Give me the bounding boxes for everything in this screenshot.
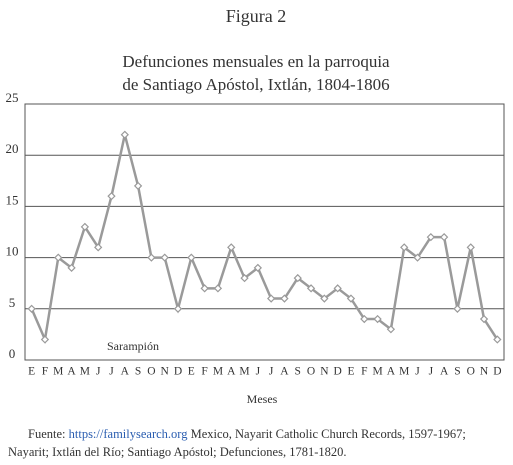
data-point	[40, 335, 50, 344]
x-tick-label: J	[256, 366, 261, 378]
x-tick-label: F	[361, 366, 367, 378]
data-point	[94, 243, 103, 252]
source-link[interactable]: https://familysearch.org	[68, 427, 188, 441]
data-point	[426, 232, 435, 242]
x-tick-label: M	[80, 366, 90, 378]
x-tick-label: E	[28, 366, 35, 378]
x-tick-label: E	[188, 366, 195, 378]
data-point	[213, 284, 223, 293]
data-point	[373, 314, 382, 324]
data-point	[413, 253, 422, 262]
data-point	[27, 304, 36, 313]
y-tick-label: 25	[6, 90, 19, 105]
data-point	[120, 130, 129, 139]
data-point	[453, 304, 462, 313]
x-tick-label: A	[67, 366, 76, 378]
data-point	[320, 294, 329, 303]
annotation: Sarampión	[107, 339, 159, 353]
source-prefix: Fuente:	[28, 427, 66, 441]
chart: Figura 2 Defunciones mensuales en la par…	[6, 6, 505, 406]
x-tick-label: S	[295, 366, 301, 378]
source-text: Mexico, Nayarit Catholic Church Records,…	[8, 427, 466, 459]
data-point	[360, 314, 369, 324]
x-tick-label: D	[174, 366, 182, 378]
data-point	[400, 243, 409, 252]
data-point	[160, 253, 169, 262]
data-point	[67, 263, 76, 272]
y-tick-label: 20	[6, 141, 19, 156]
x-tick-label: O	[147, 366, 155, 378]
data-point	[54, 253, 63, 262]
x-tick-label: A	[440, 366, 449, 378]
x-tick-label: N	[320, 366, 329, 378]
chart-title: Defunciones mensuales en la parroquia	[122, 52, 390, 71]
data-point	[240, 273, 249, 283]
data-point	[173, 304, 183, 313]
x-axis-label: Meses	[247, 392, 278, 406]
x-tick-label: J	[109, 366, 114, 378]
x-tick-label: A	[121, 366, 130, 378]
data-point	[439, 232, 449, 242]
x-tick-label: M	[372, 366, 382, 378]
y-tick-label: 15	[6, 192, 19, 207]
data-point	[200, 284, 209, 293]
y-tick-label: 0	[9, 346, 16, 361]
x-tick-label: A	[387, 366, 396, 378]
data-point	[267, 294, 276, 303]
x-tick-label: M	[399, 366, 409, 378]
y-tick-label: 5	[9, 295, 16, 310]
x-tick-label: O	[467, 366, 475, 378]
data-point	[187, 253, 196, 262]
data-point	[386, 325, 396, 334]
x-tick-label: J	[96, 366, 101, 378]
x-tick-label: F	[42, 366, 48, 378]
x-tick-label: M	[239, 366, 249, 378]
x-tick-label: M	[53, 366, 63, 378]
data-point	[80, 222, 90, 232]
x-tick-label: A	[227, 366, 236, 378]
data-point	[493, 335, 502, 344]
data-point	[479, 314, 489, 324]
data-point	[466, 243, 475, 252]
data-point	[280, 294, 289, 303]
x-tick-label: A	[280, 366, 289, 378]
x-tick-label: S	[454, 366, 460, 378]
x-tick-label: F	[201, 366, 207, 378]
figure-label: Figura 2	[226, 6, 287, 26]
data-point	[293, 273, 302, 283]
x-tick-label: N	[161, 366, 170, 378]
y-tick-label: 10	[6, 244, 19, 259]
x-tick-label: E	[347, 366, 354, 378]
data-point	[147, 253, 156, 262]
x-tick-label: J	[415, 366, 420, 378]
x-tick-label: D	[334, 366, 342, 378]
data-point	[133, 181, 143, 191]
x-tick-label: J	[429, 366, 434, 378]
x-tick-label: N	[480, 366, 489, 378]
x-tick-label: S	[135, 366, 141, 378]
data-point	[253, 263, 262, 272]
data-point	[333, 284, 342, 293]
data-point	[346, 294, 356, 303]
x-tick-label: J	[269, 366, 274, 378]
chart-title: de Santiago Apóstol, Ixtlán, 1804-1806	[122, 75, 389, 94]
plot-frame	[24, 103, 505, 361]
data-point	[107, 192, 116, 201]
x-tick-label: D	[493, 366, 501, 378]
data-point	[306, 284, 316, 293]
source-note: Fuente: https://familysearch.org Mexico,…	[8, 425, 508, 461]
data-point	[227, 243, 236, 252]
data-line	[30, 134, 499, 344]
x-tick-label: O	[307, 366, 315, 378]
x-tick-label: M	[213, 366, 223, 378]
